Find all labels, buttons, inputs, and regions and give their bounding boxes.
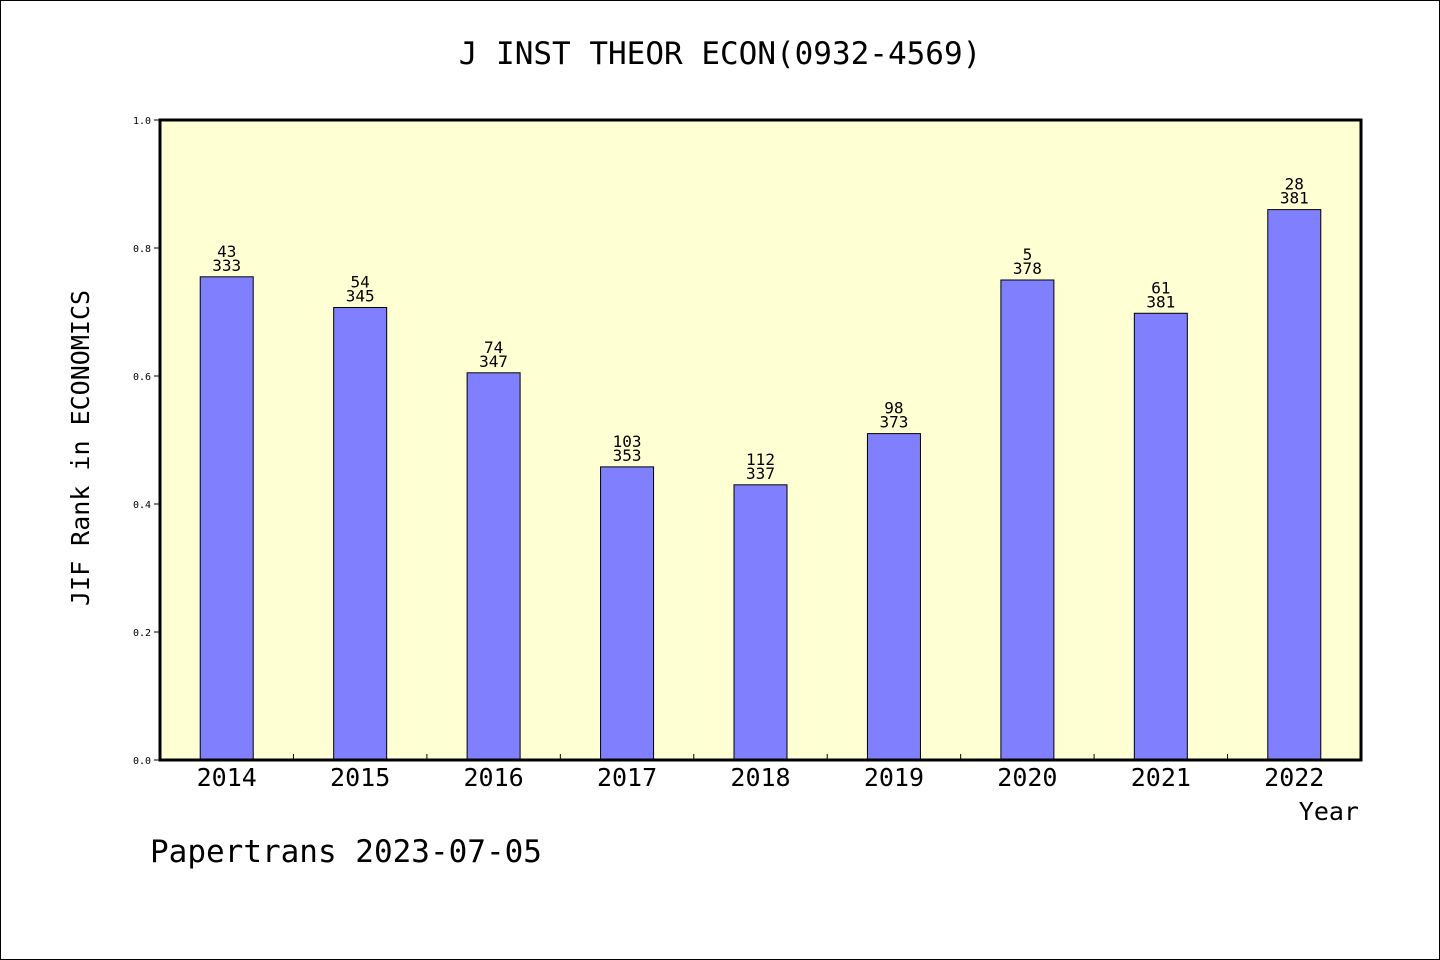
x-tick-label: 2015 bbox=[330, 763, 390, 792]
x-axis: 2014 2015 2016 2017 2018 2019 2020 2021 2022 bbox=[197, 754, 1324, 792]
y-axis-title: JIF Rank in ECONOMICS bbox=[66, 290, 95, 606]
bar-label-total: 378 bbox=[1013, 259, 1042, 278]
bar-label-rank: 103 bbox=[613, 432, 642, 451]
bar-label-total: 353 bbox=[613, 446, 642, 465]
x-tick-label: 2016 bbox=[464, 763, 524, 792]
bar-2019 bbox=[866, 433, 921, 761]
y-tick-label: 0.2 bbox=[133, 628, 151, 639]
bar-label-rank: 61 bbox=[1151, 278, 1170, 297]
bar-2016 bbox=[466, 372, 521, 761]
y-tick-label: 0.4 bbox=[133, 500, 151, 511]
bar-2021 bbox=[1133, 312, 1188, 761]
bar-2017 bbox=[600, 466, 655, 761]
bar-2014 bbox=[199, 276, 254, 761]
bar-label-rank: 98 bbox=[884, 399, 903, 418]
y-tick-label: 0.0 bbox=[133, 756, 151, 767]
bar-2022 bbox=[1267, 209, 1322, 761]
bar-label-rank: 74 bbox=[484, 338, 503, 357]
bar-label-total: 373 bbox=[879, 413, 908, 432]
y-axis: 0.0 0.2 0.4 0.6 0.8 1.0 bbox=[133, 116, 160, 767]
bar-label-rank: 5 bbox=[1023, 245, 1033, 264]
bar-label-rank: 112 bbox=[746, 450, 775, 469]
y-tick-label: 0.8 bbox=[133, 244, 151, 255]
y-tick-label: 0.6 bbox=[133, 372, 151, 383]
bar-label-total: 381 bbox=[1280, 189, 1309, 208]
x-tick-label: 2014 bbox=[197, 763, 257, 792]
y-tick-label: 1.0 bbox=[133, 116, 151, 127]
bar-label-total: 333 bbox=[212, 256, 241, 275]
bar-label-rank: 28 bbox=[1285, 175, 1304, 194]
bar-label-rank: 54 bbox=[351, 273, 370, 292]
x-tick-label: 2021 bbox=[1131, 763, 1191, 792]
plot-border bbox=[158, 118, 1363, 762]
bar-2015 bbox=[333, 307, 388, 761]
bars bbox=[199, 209, 1322, 761]
x-tick-label: 2018 bbox=[730, 763, 790, 792]
x-tick-label: 2019 bbox=[864, 763, 924, 792]
footer-credit: Papertrans 2023-07-05 bbox=[150, 834, 542, 870]
x-tick-label: 2022 bbox=[1264, 763, 1324, 792]
x-tick-label: 2017 bbox=[597, 763, 657, 792]
x-tick-label: 2020 bbox=[997, 763, 1057, 792]
bar-2020 bbox=[1000, 279, 1055, 761]
bar-label-total: 337 bbox=[746, 464, 775, 483]
bar-label-total: 347 bbox=[479, 352, 508, 371]
bar-label-rank: 43 bbox=[217, 242, 236, 261]
chart-title: J INST THEOR ECON(0932-4569) bbox=[458, 36, 982, 72]
bar-label-total: 345 bbox=[346, 287, 375, 306]
x-axis-title: Year bbox=[1299, 797, 1359, 826]
bar-label-total: 381 bbox=[1146, 292, 1175, 311]
bar-2018 bbox=[733, 484, 788, 761]
